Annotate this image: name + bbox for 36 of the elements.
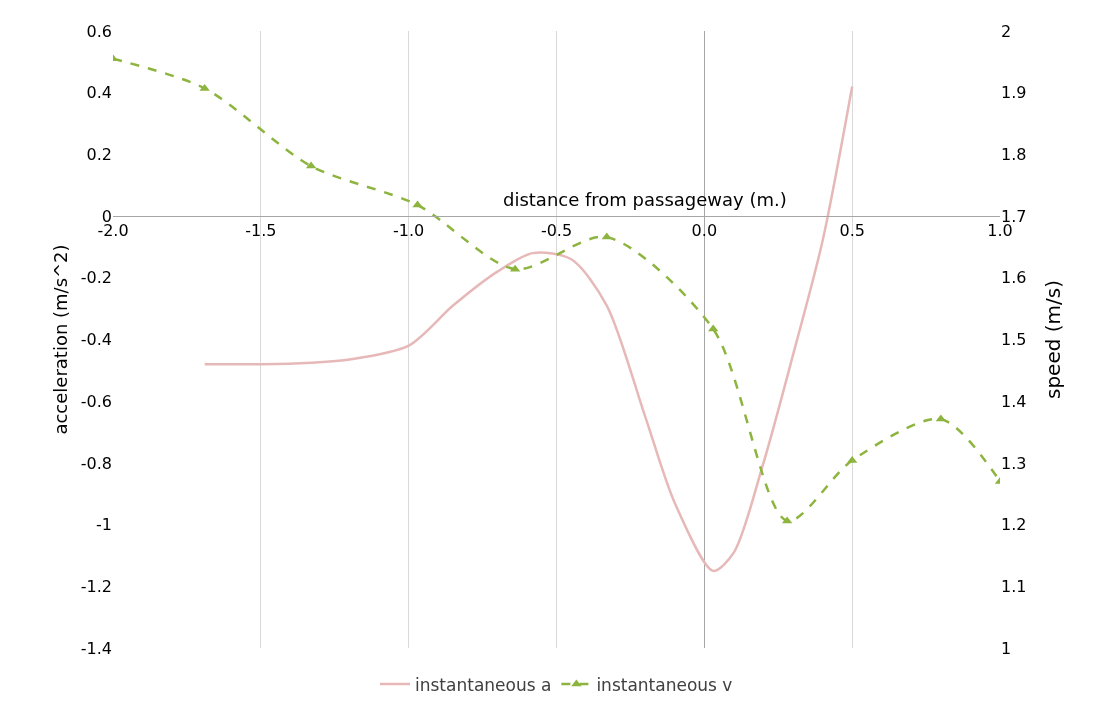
y2-tick-label: 2 [1001, 21, 1012, 41]
y2-tick-label: 1.2 [1001, 515, 1027, 535]
y-tick-label: -0.6 [80, 391, 112, 411]
y-tick-label: 0.2 [86, 145, 112, 164]
x-tick-label: -1.5 [245, 221, 277, 241]
point [601, 232, 612, 240]
y2-tick-label: 1 [1001, 638, 1012, 658]
y2-tick-label: 1.8 [1001, 145, 1027, 164]
y2-tick-label: 1.6 [1001, 268, 1027, 288]
y-axis-title: acceleration (m/s^2) [50, 244, 71, 435]
y2-tick-label: 1.1 [1001, 576, 1027, 596]
x-tick-label: -1.0 [393, 221, 425, 241]
x-tick-label: 0.5 [839, 221, 865, 241]
point [412, 200, 423, 208]
y-tick-label: -1.4 [80, 638, 112, 658]
point [199, 83, 210, 91]
x-tick-label: -0.5 [540, 221, 573, 241]
y-tick-label: -1 [96, 515, 112, 535]
y-tick-label: 0.4 [86, 83, 112, 103]
y2-axis-title: speed (m/s) [1041, 279, 1065, 400]
x-tick-label: -2.0 [97, 221, 129, 241]
y2-tick-label: 1.9 [1001, 83, 1027, 103]
legend-label: instantaneous v [596, 674, 733, 695]
y-tick-label: -0.4 [80, 330, 112, 350]
y-tick-label: -1.2 [80, 576, 112, 596]
point [708, 324, 719, 332]
y2-tick-label: 1.3 [1001, 453, 1027, 473]
legend-label: instantaneous a [415, 674, 552, 695]
y-tick-label: -0.2 [80, 268, 112, 288]
y-tick-label: 0.6 [86, 21, 112, 41]
x-tick-label: 1.0 [987, 221, 1013, 241]
y-tick-label: -0.8 [80, 453, 112, 473]
x-axis-title: distance from passageway (m.) [503, 189, 787, 210]
y2-tick-label: 1.5 [1001, 330, 1027, 350]
y2-tick-label: 1.4 [1001, 391, 1027, 411]
x-tick-label: 0.0 [691, 221, 718, 241]
